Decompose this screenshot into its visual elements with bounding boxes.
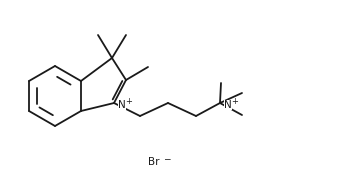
Text: −: − — [163, 155, 170, 164]
Text: N: N — [224, 100, 232, 110]
Text: N: N — [118, 100, 126, 110]
Text: +: + — [126, 98, 132, 107]
Text: +: + — [232, 98, 238, 107]
Text: Br: Br — [148, 157, 159, 167]
